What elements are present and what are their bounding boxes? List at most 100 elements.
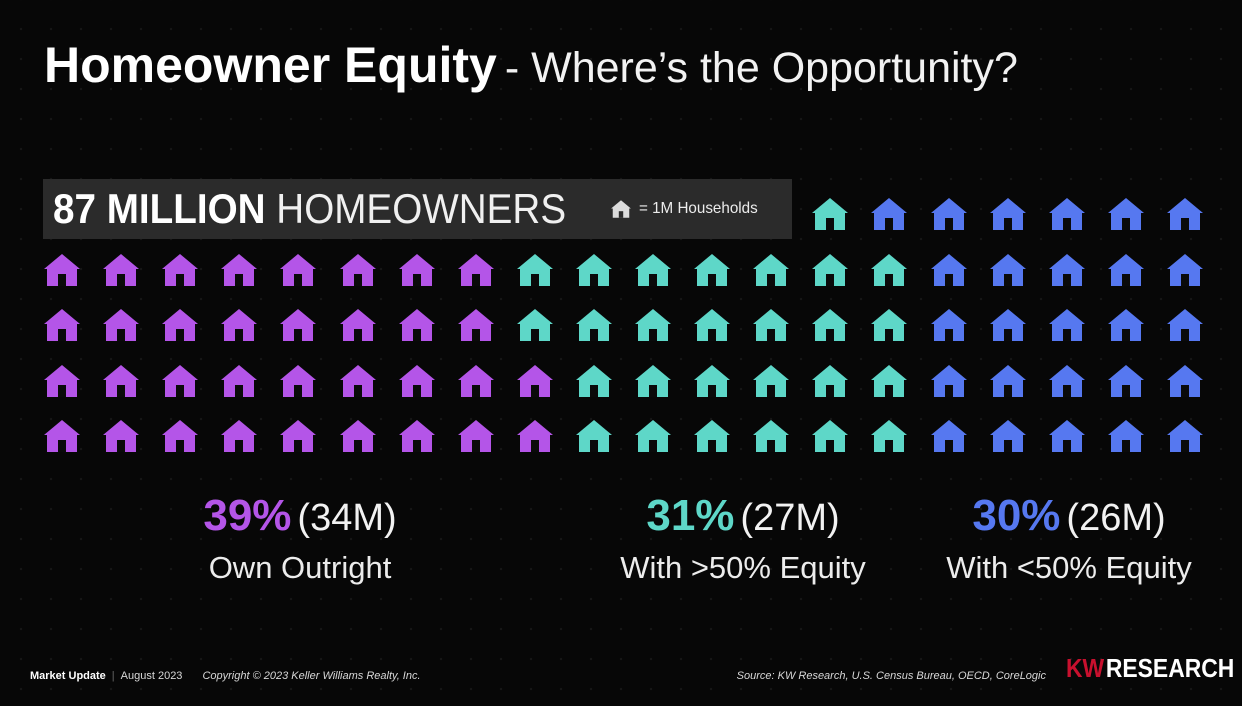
legend-text: = 1M Households: [639, 200, 758, 217]
house-icon: [929, 252, 969, 288]
house-icon: [219, 418, 259, 454]
house-icon: [42, 252, 82, 288]
stat-percent: 39%: [203, 491, 292, 540]
house-icon: [219, 307, 259, 343]
house-icon: [1165, 307, 1205, 343]
house-icon: [574, 363, 614, 399]
house-icon: [101, 252, 141, 288]
house-icon: [869, 418, 909, 454]
house-icon: [869, 196, 909, 232]
house-icon: [692, 418, 732, 454]
footer-date: August 2023: [120, 670, 183, 682]
house-icon: [42, 418, 82, 454]
house-icon: [574, 418, 614, 454]
homeowners-banner: 87 MILLION HOMEOWNERS = 1M Households: [43, 179, 792, 239]
title-subtitle: - Where’s the Opportunity?: [504, 44, 1018, 92]
house-icon: [515, 418, 555, 454]
house-icon: [633, 307, 673, 343]
house-icon: [810, 307, 850, 343]
stat-description: With >50% Equity: [620, 550, 866, 585]
house-icon: [810, 363, 850, 399]
house-icon: [1047, 252, 1087, 288]
house-icon: [692, 252, 732, 288]
house-icon: [1106, 307, 1146, 343]
house-icon: [397, 363, 437, 399]
footer-copyright: Copyright © 2023 Keller Williams Realty,…: [202, 670, 421, 682]
house-icon: [160, 418, 200, 454]
stat-count: (27M): [740, 497, 840, 539]
stat-description: Own Outright: [208, 550, 392, 585]
stat-percent: 30%: [972, 491, 1061, 540]
house-icon: [397, 418, 437, 454]
house-icon: [397, 307, 437, 343]
house-icon: [515, 363, 555, 399]
house-icon: [574, 252, 614, 288]
brand-research: RESEARCH: [1105, 653, 1235, 683]
house-icon: [456, 307, 496, 343]
house-icon: [929, 363, 969, 399]
house-icon: [1047, 307, 1087, 343]
house-icon: [692, 307, 732, 343]
house-icon: [338, 307, 378, 343]
house-icon: [929, 418, 969, 454]
house-icon: [988, 307, 1028, 343]
brand-kw: KW: [1066, 653, 1105, 683]
stat-description: With <50% Equity: [946, 550, 1192, 585]
house-icon: [810, 252, 850, 288]
house-icon: [751, 363, 791, 399]
stat-own-outright: 39% (34M) Own Outright: [140, 491, 460, 585]
house-icon: [101, 363, 141, 399]
house-icon: [160, 363, 200, 399]
house-icon: [1165, 252, 1205, 288]
house-icon: [101, 418, 141, 454]
title-main: Homeowner Equity: [44, 37, 497, 93]
house-icon: [278, 363, 318, 399]
house-icon: [219, 363, 259, 399]
stat-over-50-equity: 31% (27M) With >50% Equity: [583, 491, 903, 585]
legend: = 1M Households: [610, 198, 764, 220]
house-icon: [988, 252, 1028, 288]
house-icon: [869, 252, 909, 288]
house-icon: [929, 196, 969, 232]
house-icon: [611, 200, 631, 218]
banner-total: 87 MILLION: [53, 185, 266, 232]
house-icon: [633, 252, 673, 288]
house-icon: [1106, 418, 1146, 454]
house-icon: [1106, 252, 1146, 288]
house-icon: [988, 196, 1028, 232]
footer-market-update: Market Update: [30, 670, 106, 682]
house-icon: [633, 363, 673, 399]
house-icon: [456, 418, 496, 454]
house-icon: [338, 418, 378, 454]
house-icon: [42, 363, 82, 399]
house-icon: [1047, 418, 1087, 454]
house-icon: [338, 363, 378, 399]
house-icon: [160, 307, 200, 343]
house-icon: [515, 307, 555, 343]
stat-percent: 31%: [646, 491, 735, 540]
house-icon: [633, 418, 673, 454]
house-icon: [810, 196, 850, 232]
house-icon: [869, 363, 909, 399]
house-icon: [278, 252, 318, 288]
house-icon: [929, 307, 969, 343]
banner-text: 87 MILLION HOMEOWNERS: [53, 188, 566, 230]
house-icon: [1165, 363, 1205, 399]
house-icon: [515, 252, 555, 288]
house-icon: [988, 363, 1028, 399]
house-icon: [219, 252, 259, 288]
stat-count: (34M): [297, 497, 397, 539]
house-icon: [42, 307, 82, 343]
house-icon: [456, 252, 496, 288]
house-icon: [1047, 196, 1087, 232]
house-icon: [869, 307, 909, 343]
footer-divider: |: [111, 670, 115, 682]
house-icon: [751, 307, 791, 343]
house-icon: [988, 418, 1028, 454]
house-icon: [397, 252, 437, 288]
house-icon: [751, 252, 791, 288]
house-icon: [574, 307, 614, 343]
footer-left: Market Update | August 2023 Copyright © 202…: [30, 669, 421, 683]
house-icon: [160, 252, 200, 288]
